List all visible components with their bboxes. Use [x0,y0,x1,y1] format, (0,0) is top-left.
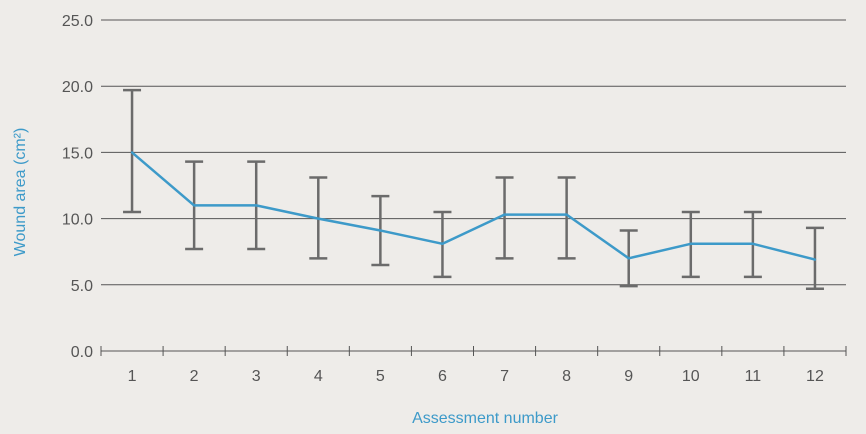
data-point-7 [503,213,506,216]
x-tick-label-10: 10 [682,368,700,385]
data-point-10 [689,242,692,245]
series-line-layer [130,151,817,261]
y-tick-label-20.0: 20.0 [62,79,93,96]
error-bar-7 [495,176,514,260]
data-point-1 [130,151,134,154]
data-point-4 [317,217,320,220]
x-tick-label-7: 7 [500,368,509,385]
x-tick-label-12: 12 [806,368,824,385]
x-tick-label-4: 4 [314,368,323,385]
x-tick-label-8: 8 [562,368,571,385]
y-tick-label-0.0: 0.0 [71,344,93,361]
x-tick-label-6: 6 [438,368,447,385]
x-tick-label-9: 9 [624,368,633,385]
y-tick-label-15.0: 15.0 [62,145,93,162]
data-point-6 [441,242,444,245]
data-point-2 [192,204,196,207]
data-point-9 [627,257,630,260]
x-axis [100,346,847,356]
data-point-5 [379,229,382,232]
error-bar-8 [557,176,576,260]
x-tick-label-5: 5 [376,368,385,385]
x-axis-title: Assessment number [412,410,559,427]
data-point-3 [255,204,258,207]
y-tick-label-5.0: 5.0 [71,278,93,295]
error-bars [123,88,824,291]
x-tick-label-2: 2 [190,368,199,385]
y-tick-label-25.0: 25.0 [62,13,93,30]
data-point-12 [813,258,817,261]
x-tick-label-3: 3 [252,368,261,385]
series-line [131,151,816,261]
y-axis-title: Wound area (cm²) [12,128,29,257]
gridlines [101,19,846,286]
data-point-8 [565,213,568,216]
x-tick-label-1: 1 [128,368,137,385]
x-tick-label-11: 11 [745,368,762,385]
data-point-11 [751,242,755,245]
y-tick-label-10.0: 10.0 [62,212,93,229]
x-tick-labels: 1 2 3 4 5 6 7 8 9 10 11 12 [128,368,824,385]
error-bar-1 [123,88,142,214]
y-tick-labels: 0.0 5.0 10.0 15.0 20.0 25.0 [62,13,93,361]
